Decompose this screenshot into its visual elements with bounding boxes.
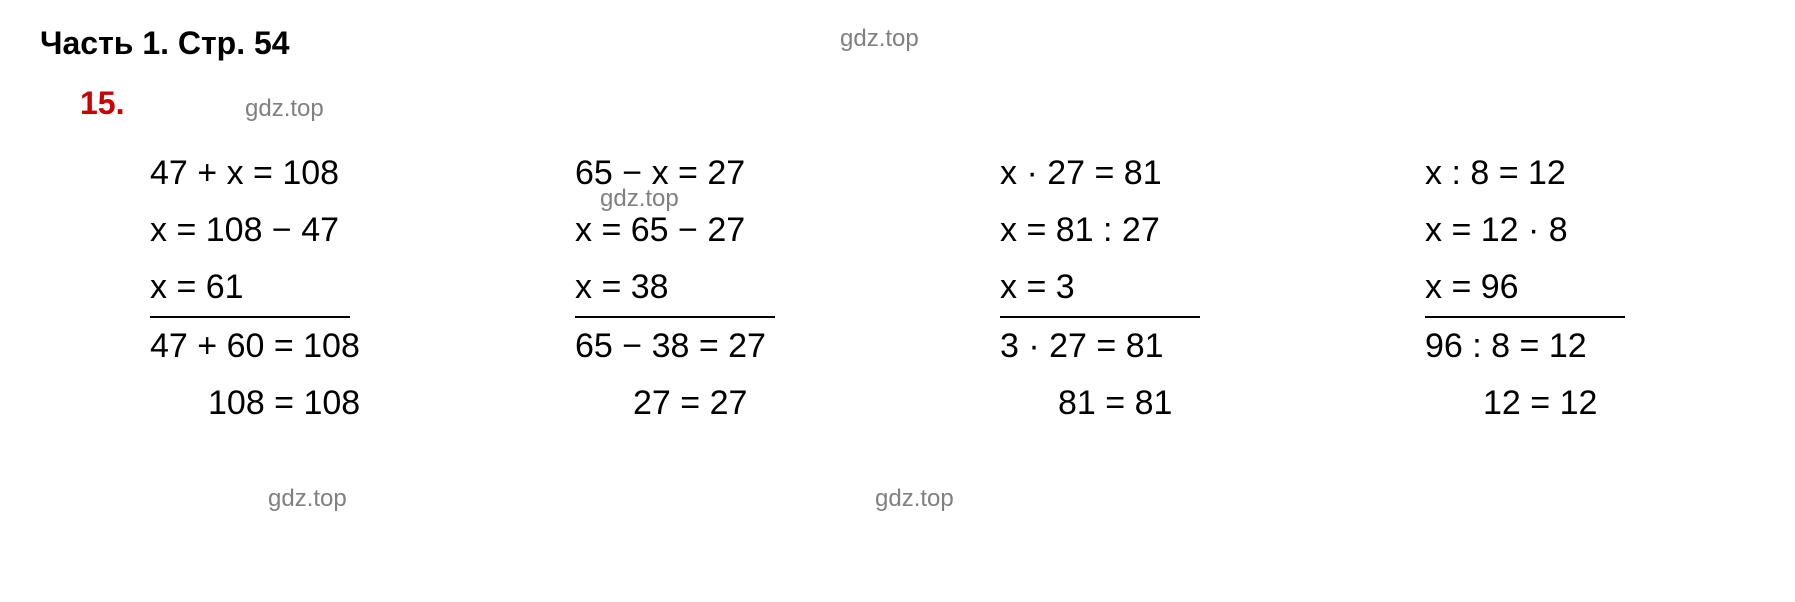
- watermark: gdz.top: [268, 485, 347, 513]
- solution-column-2: 65 − x = 27 x = 65 − 27 x = 38 65 − 38 =…: [575, 145, 855, 432]
- verify-line: 81 = 81: [1000, 375, 1280, 432]
- answer-line: x = 3: [1000, 259, 1200, 318]
- solutions-container: 47 + x = 108 x = 108 − 47 x = 61 47 + 60…: [150, 145, 1705, 432]
- solution-column-4: x : 8 = 12 x = 12 · 8 x = 96 96 : 8 = 12…: [1425, 145, 1705, 432]
- step-line: x = 65 − 27: [575, 202, 855, 259]
- answer-line: x = 96: [1425, 259, 1625, 318]
- verify-line: 27 = 27: [575, 375, 855, 432]
- check-line: 3 · 27 = 81: [1000, 318, 1280, 375]
- watermark: gdz.top: [875, 485, 954, 513]
- solution-column-1: 47 + x = 108 x = 108 − 47 x = 61 47 + 60…: [150, 145, 430, 432]
- step-line: x = 12 · 8: [1425, 202, 1705, 259]
- solution-column-3: x · 27 = 81 x = 81 : 27 x = 3 3 · 27 = 8…: [1000, 145, 1280, 432]
- equation-line: x : 8 = 12: [1425, 145, 1705, 202]
- equation-line: 47 + x = 108: [150, 145, 430, 202]
- answer-line: x = 38: [575, 259, 775, 318]
- check-line: 96 : 8 = 12: [1425, 318, 1705, 375]
- step-line: x = 81 : 27: [1000, 202, 1280, 259]
- step-line: x = 108 − 47: [150, 202, 430, 259]
- problem-number: 15.: [80, 85, 124, 122]
- verify-line: 108 = 108: [150, 375, 430, 432]
- check-line: 65 − 38 = 27: [575, 318, 855, 375]
- watermark: gdz.top: [245, 95, 324, 123]
- check-line: 47 + 60 = 108: [150, 318, 430, 375]
- equation-line: 65 − x = 27: [575, 145, 855, 202]
- verify-line: 12 = 12: [1425, 375, 1705, 432]
- watermark: gdz.top: [840, 25, 919, 53]
- equation-line: x · 27 = 81: [1000, 145, 1280, 202]
- answer-line: x = 61: [150, 259, 350, 318]
